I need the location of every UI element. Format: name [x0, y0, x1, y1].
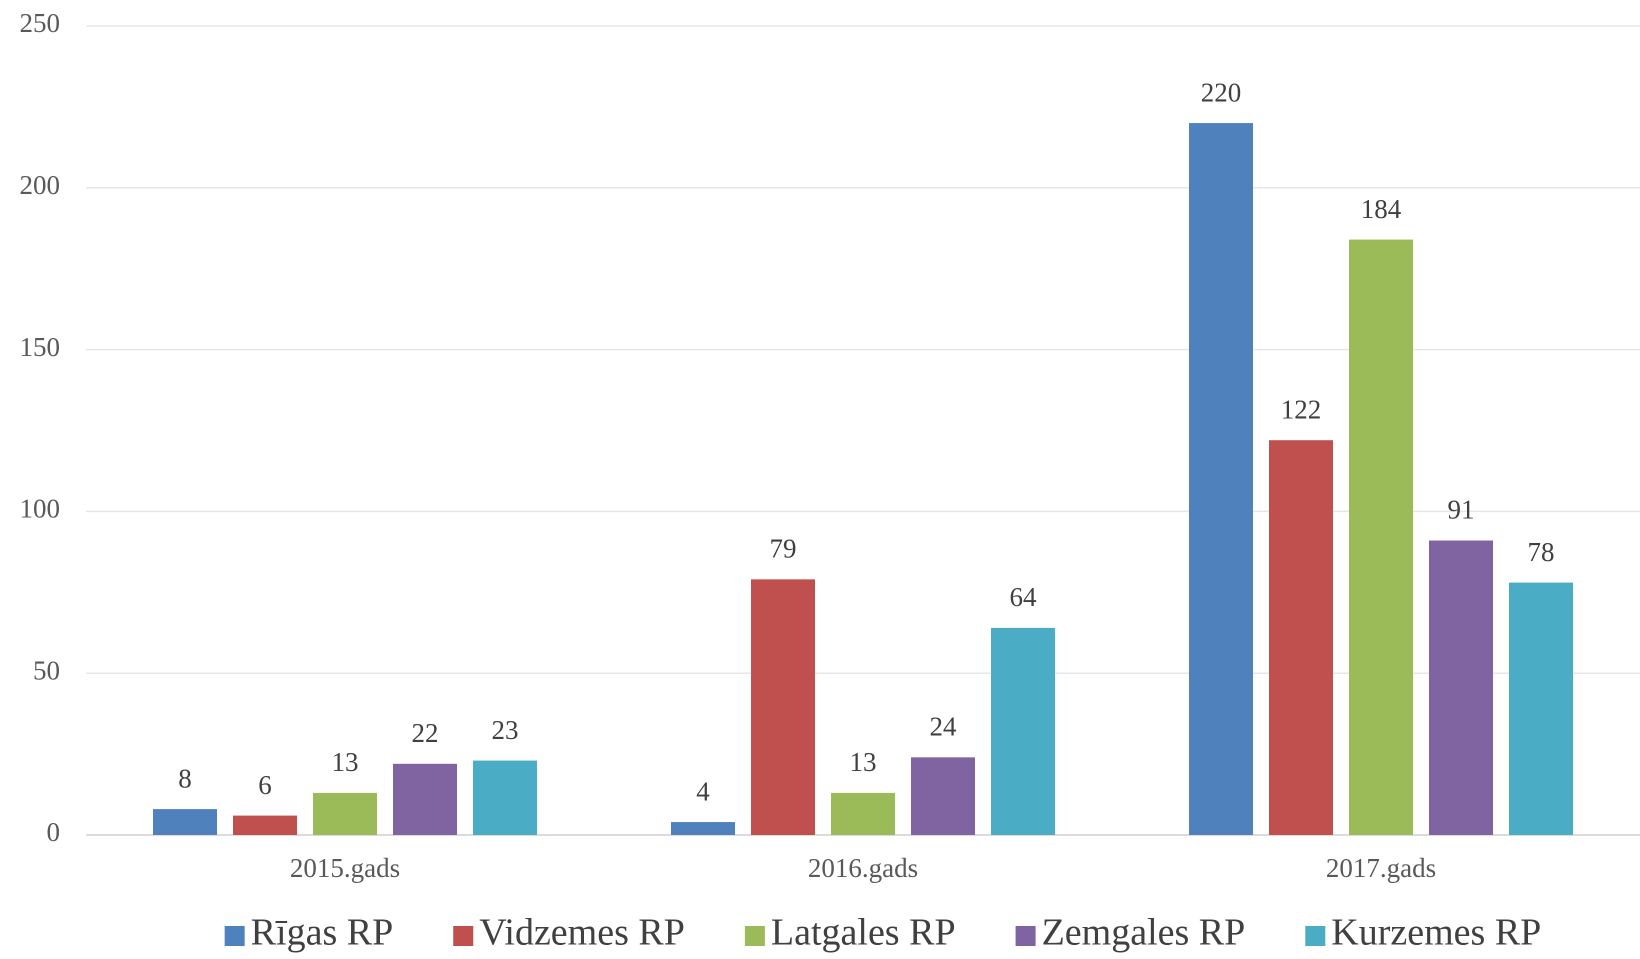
y-tick-label: 0: [47, 817, 61, 847]
bar: [831, 792, 895, 835]
legend-swatch: [1015, 926, 1036, 946]
data-label: 22: [412, 718, 439, 748]
legend-label: Zemgales RP: [1042, 912, 1246, 954]
data-label: 4: [696, 776, 710, 806]
legend-label: Rīgas RP: [251, 912, 394, 954]
legend-swatch: [1305, 926, 1326, 946]
bar: [671, 822, 735, 835]
data-label: 13: [850, 747, 877, 777]
bar: [1429, 540, 1493, 835]
data-label: 122: [1281, 394, 1322, 424]
bar: [1509, 582, 1573, 835]
legend-label: Vidzemes RP: [479, 912, 685, 954]
data-label: 78: [1528, 537, 1555, 567]
y-tick-label: 100: [20, 494, 61, 524]
legend-swatch: [224, 926, 245, 946]
bar: [473, 760, 537, 835]
x-tick-label: 2016.gads: [808, 853, 918, 883]
y-tick-label: 200: [20, 170, 61, 200]
data-label: 24: [930, 712, 958, 742]
legend: Rīgas RP Vidzemes RP Latgales RP Zemgales R…: [224, 912, 1541, 954]
data-label: 79: [770, 534, 797, 564]
bar: [751, 579, 815, 835]
bar: [1349, 239, 1413, 836]
x-tick-label: 2017.gads: [1326, 853, 1436, 883]
bar: [233, 815, 297, 835]
y-tick-label: 250: [20, 8, 61, 38]
data-label: 13: [332, 747, 359, 777]
bar: [991, 627, 1055, 835]
data-label: 64: [1010, 582, 1038, 612]
data-label: 23: [492, 715, 519, 745]
y-tick-label: 150: [20, 332, 61, 362]
bar: [1189, 123, 1253, 835]
bar: [393, 763, 457, 835]
bar: [313, 792, 377, 835]
bar: [911, 757, 975, 835]
legend-swatch: [744, 926, 765, 946]
bar: [1269, 440, 1333, 835]
data-label: 91: [1448, 495, 1475, 525]
data-label: 8: [178, 763, 192, 793]
y-tick-label: 50: [33, 655, 60, 685]
legend-label: Kurzemes RP: [1331, 912, 1541, 954]
x-tick-label: 2015.gads: [290, 853, 400, 883]
legend-label: Latgales RP: [771, 912, 956, 954]
bar: [153, 809, 217, 835]
legend-swatch: [453, 926, 474, 946]
data-label: 6: [258, 770, 272, 800]
data-label: 184: [1361, 194, 1402, 224]
data-label: 220: [1201, 77, 1242, 107]
